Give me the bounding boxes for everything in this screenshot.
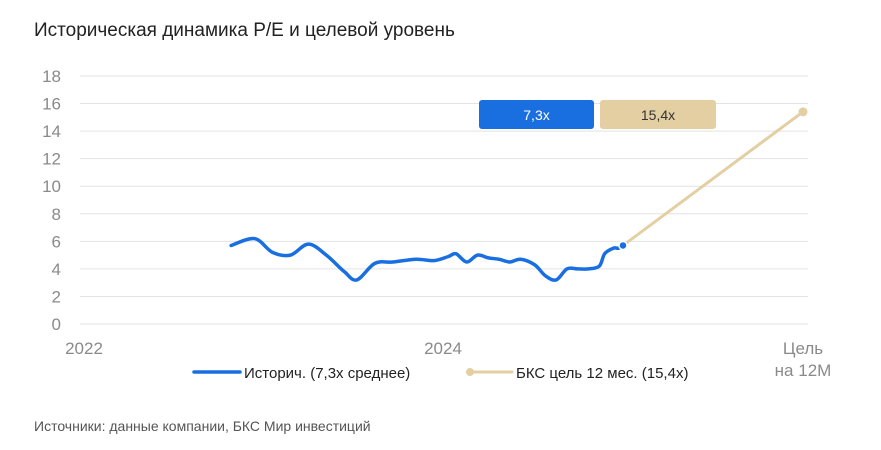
- grid-layer: [80, 75, 808, 325]
- x-axis-ticks: 2022 2024 Цель на 12M: [65, 339, 831, 380]
- target-point: [798, 107, 808, 117]
- pe-chart: 0 2 4 6 8 10 12 14 16 18 2022 2024 Цель на 12M 7,3x 1…: [42, 67, 831, 382]
- badge-historic: [479, 100, 594, 129]
- source-note: Источники: данные компании, БКС Мир инве…: [34, 418, 371, 434]
- legend-marker-target: [466, 368, 474, 376]
- y-tick-label: 0: [52, 315, 61, 334]
- y-tick-label: 12: [42, 150, 61, 169]
- badge-target: [600, 100, 716, 129]
- x-tick-label: 2024: [424, 339, 462, 358]
- badge-label-historic: 7,3x: [523, 107, 549, 123]
- series-layer: [229, 107, 808, 282]
- x-tick-label: 2022: [65, 339, 103, 358]
- y-tick-label: 4: [52, 260, 61, 279]
- chart-title: Историческая динамика P/E и целевой уров…: [34, 20, 455, 41]
- y-tick-label: 6: [52, 232, 61, 251]
- y-tick-label: 16: [42, 95, 61, 114]
- x-tick-label: Цель: [783, 339, 823, 358]
- y-tick-label: 14: [42, 122, 61, 141]
- x-tick-label: на 12M: [775, 361, 832, 380]
- series-line-target: [621, 110, 805, 247]
- historic-last-point: [618, 240, 628, 251]
- y-tick-label: 8: [52, 205, 61, 224]
- legend-label-historic: Историч. (7,3x среднее): [244, 365, 410, 382]
- y-tick-label: 18: [42, 67, 61, 86]
- y-axis-ticks: 0 2 4 6 8 10 12 14 16 18: [42, 67, 61, 334]
- value-badges: 7,3x 15,4x: [479, 100, 716, 129]
- legend: Историч. (7,3x среднее) БКС цель 12 мес. …: [192, 365, 688, 382]
- y-tick-label: 10: [42, 177, 61, 196]
- y-tick-label: 2: [52, 287, 61, 306]
- series-line-historic: [229, 236, 625, 282]
- badge-label-target: 15,4x: [641, 107, 675, 123]
- legend-label-target: БКС цель 12 мес. (15,4x): [516, 365, 688, 382]
